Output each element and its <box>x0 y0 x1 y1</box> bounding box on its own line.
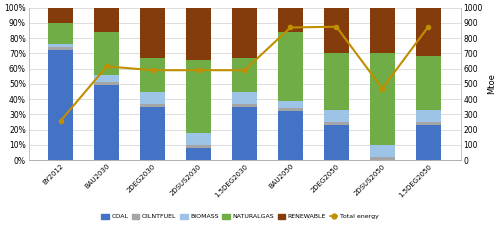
Bar <box>324 8 349 53</box>
Bar <box>140 107 166 160</box>
Bar <box>186 133 211 145</box>
Bar <box>94 82 120 86</box>
Bar <box>94 75 120 82</box>
Bar <box>278 108 303 111</box>
Bar <box>370 8 395 53</box>
Bar <box>48 44 74 47</box>
Bar <box>186 8 211 60</box>
Bar <box>324 122 349 125</box>
Bar <box>140 104 166 107</box>
Bar <box>278 101 303 108</box>
Total energy <box>242 69 248 72</box>
Bar <box>232 107 257 160</box>
Total energy <box>426 25 432 28</box>
Total energy <box>334 25 340 28</box>
Bar <box>416 8 441 56</box>
Bar <box>278 32 303 101</box>
Bar <box>94 8 120 32</box>
Bar <box>48 50 74 160</box>
Bar <box>232 104 257 107</box>
Total energy <box>380 87 386 90</box>
Bar <box>48 47 74 50</box>
Bar <box>232 92 257 104</box>
Bar <box>186 60 211 133</box>
Bar <box>140 8 166 58</box>
Bar <box>416 110 441 122</box>
Bar <box>324 53 349 110</box>
Bar <box>324 110 349 122</box>
Total energy <box>58 119 64 122</box>
Total energy <box>150 69 156 72</box>
Bar <box>370 145 395 157</box>
Bar <box>370 53 395 145</box>
Line: Total energy: Total energy <box>58 25 430 123</box>
Bar <box>94 32 120 75</box>
Bar <box>416 56 441 110</box>
Total energy <box>288 26 294 29</box>
Total energy <box>104 65 110 68</box>
Bar <box>416 122 441 125</box>
Bar <box>370 157 395 160</box>
Bar <box>48 23 74 44</box>
Bar <box>278 111 303 160</box>
Bar <box>94 86 120 160</box>
Bar <box>140 58 166 92</box>
Bar <box>324 125 349 160</box>
Total energy <box>196 69 202 72</box>
Bar <box>186 145 211 148</box>
Bar <box>140 92 166 104</box>
Legend: COAL, OILNTFUEL, BIOMASS, NATURALGAS, RENEWABLE, Total energy: COAL, OILNTFUEL, BIOMASS, NATURALGAS, RE… <box>98 211 382 222</box>
Bar <box>48 8 74 23</box>
Bar <box>186 148 211 160</box>
Bar <box>416 125 441 160</box>
Y-axis label: Mtoe: Mtoe <box>487 74 496 94</box>
Bar <box>278 8 303 32</box>
Bar <box>232 58 257 92</box>
Bar <box>232 8 257 58</box>
